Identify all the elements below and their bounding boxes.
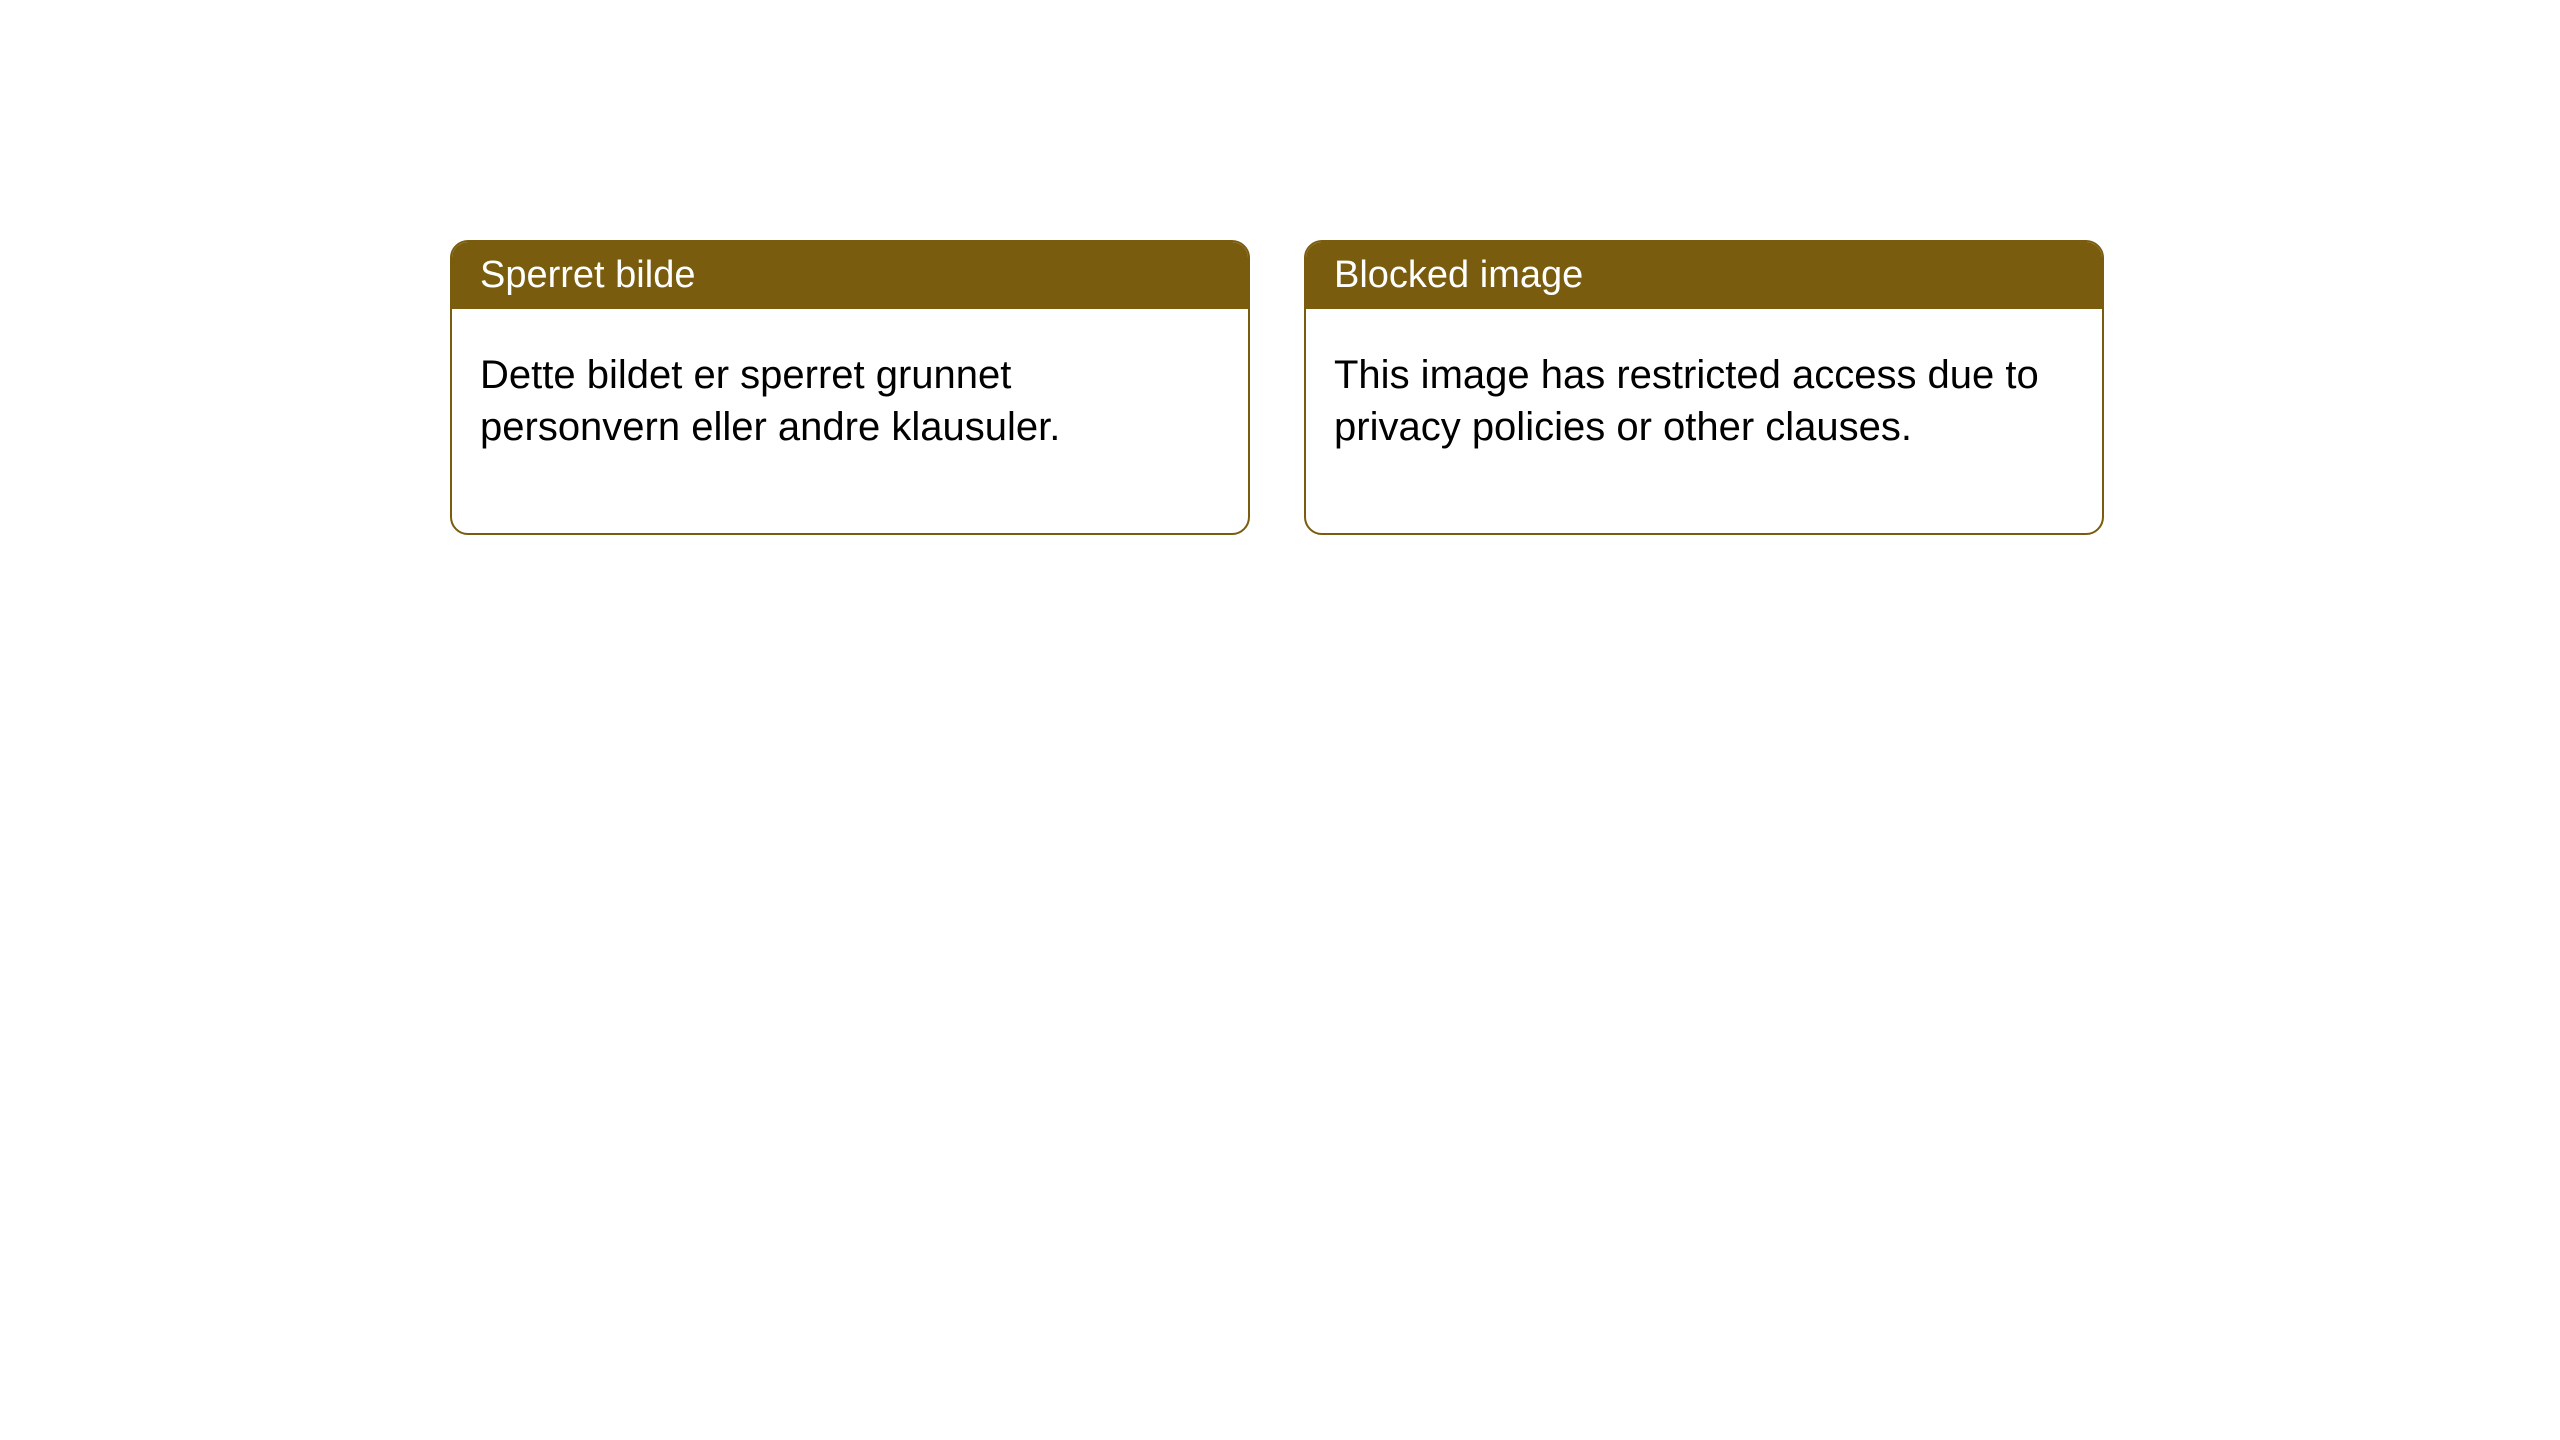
card-body-text: Dette bildet er sperret grunnet personve… [480, 353, 1060, 449]
blocked-image-card-en: Blocked image This image has restricted … [1304, 240, 2104, 535]
card-container: Sperret bilde Dette bildet er sperret gr… [0, 0, 2560, 535]
card-title: Sperret bilde [480, 254, 695, 296]
card-body-text: This image has restricted access due to … [1334, 353, 2039, 449]
card-body: This image has restricted access due to … [1306, 309, 2102, 533]
card-header: Blocked image [1306, 242, 2102, 309]
card-body: Dette bildet er sperret grunnet personve… [452, 309, 1248, 533]
card-title: Blocked image [1334, 254, 1583, 296]
card-header: Sperret bilde [452, 242, 1248, 309]
blocked-image-card-no: Sperret bilde Dette bildet er sperret gr… [450, 240, 1250, 535]
